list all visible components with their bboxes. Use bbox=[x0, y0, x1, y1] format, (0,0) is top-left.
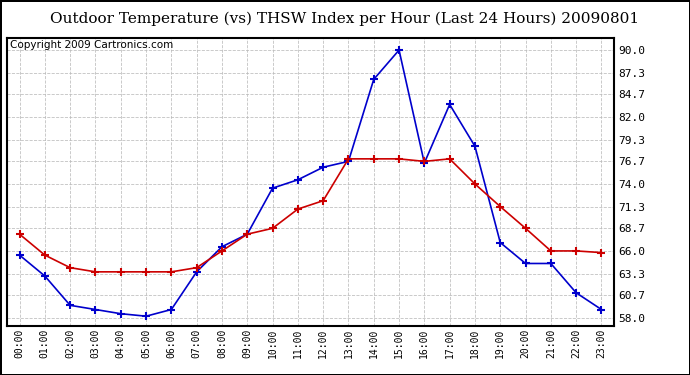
Text: Outdoor Temperature (vs) THSW Index per Hour (Last 24 Hours) 20090801: Outdoor Temperature (vs) THSW Index per … bbox=[50, 11, 640, 26]
Text: Copyright 2009 Cartronics.com: Copyright 2009 Cartronics.com bbox=[10, 40, 173, 50]
